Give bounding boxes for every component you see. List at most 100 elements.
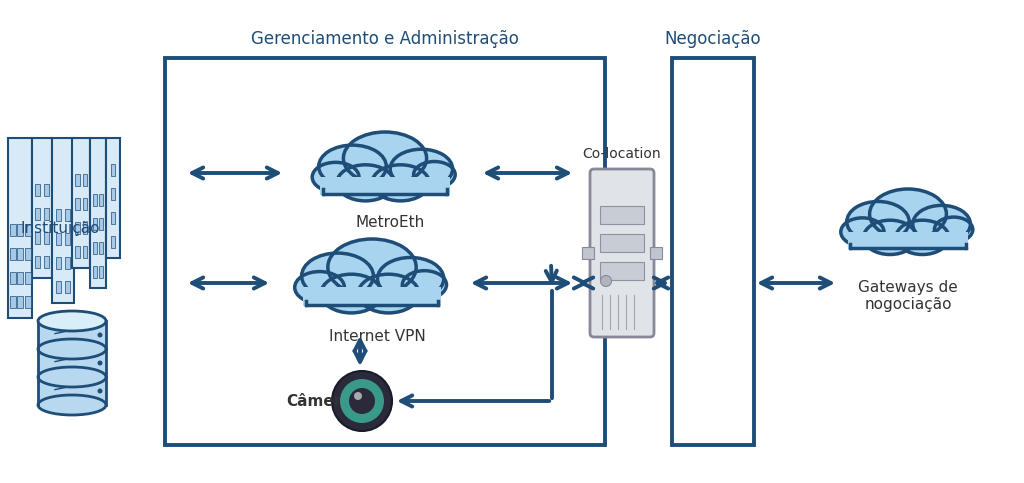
Bar xyxy=(112,212,115,224)
Bar xyxy=(99,242,103,254)
Bar xyxy=(36,184,40,196)
Bar xyxy=(83,246,87,258)
Bar xyxy=(44,184,49,196)
Circle shape xyxy=(97,388,102,394)
Bar xyxy=(83,222,87,234)
Ellipse shape xyxy=(402,270,446,299)
Bar xyxy=(9,272,15,284)
Ellipse shape xyxy=(302,253,374,299)
Bar xyxy=(650,247,662,259)
Ellipse shape xyxy=(896,220,949,255)
Ellipse shape xyxy=(38,311,106,331)
Bar xyxy=(9,224,15,236)
Bar xyxy=(848,231,968,249)
Bar xyxy=(25,248,31,260)
Ellipse shape xyxy=(321,274,382,313)
Bar xyxy=(9,296,15,308)
Bar xyxy=(65,257,71,269)
Ellipse shape xyxy=(343,132,427,185)
Bar xyxy=(75,198,80,210)
Text: Negociação: Negociação xyxy=(665,30,761,48)
Bar xyxy=(9,248,15,260)
Ellipse shape xyxy=(38,395,106,415)
Text: Internet VPN: Internet VPN xyxy=(329,329,425,344)
Bar xyxy=(38,321,106,349)
Ellipse shape xyxy=(358,274,419,313)
Text: Gateways de
nogociação: Gateways de nogociação xyxy=(858,280,957,313)
Bar xyxy=(83,174,87,186)
Circle shape xyxy=(97,360,102,366)
Circle shape xyxy=(354,392,362,400)
Circle shape xyxy=(97,332,102,338)
Bar xyxy=(600,262,644,280)
Ellipse shape xyxy=(38,367,106,387)
Bar xyxy=(90,138,106,288)
Ellipse shape xyxy=(841,218,884,246)
Bar xyxy=(92,218,96,230)
Bar xyxy=(17,272,23,284)
Ellipse shape xyxy=(847,201,909,242)
Bar xyxy=(319,177,450,195)
Bar xyxy=(52,138,74,303)
Bar xyxy=(600,234,644,252)
Ellipse shape xyxy=(414,161,456,188)
Ellipse shape xyxy=(312,162,359,192)
Bar xyxy=(72,138,90,268)
Bar xyxy=(32,138,52,278)
Ellipse shape xyxy=(38,339,106,359)
Bar xyxy=(38,349,106,377)
Bar xyxy=(99,218,103,230)
Bar xyxy=(92,194,96,206)
Bar xyxy=(55,281,61,293)
Bar xyxy=(92,242,96,254)
Bar xyxy=(36,256,40,268)
Bar xyxy=(55,233,61,245)
Ellipse shape xyxy=(934,217,973,242)
Ellipse shape xyxy=(869,189,946,239)
Bar xyxy=(303,287,441,306)
Bar xyxy=(44,256,49,268)
Bar xyxy=(83,198,87,210)
Ellipse shape xyxy=(372,165,429,201)
Bar xyxy=(75,174,80,186)
Bar xyxy=(38,377,106,405)
Ellipse shape xyxy=(318,145,386,188)
Circle shape xyxy=(332,371,392,431)
Ellipse shape xyxy=(912,205,971,243)
Ellipse shape xyxy=(337,165,394,201)
Text: Gerenciamento e Administração: Gerenciamento e Administração xyxy=(251,30,519,48)
Bar xyxy=(75,246,80,258)
Circle shape xyxy=(349,388,375,414)
Ellipse shape xyxy=(328,239,416,295)
Bar xyxy=(44,208,49,220)
Bar xyxy=(17,224,23,236)
Bar xyxy=(25,272,31,284)
Bar xyxy=(75,222,80,234)
Circle shape xyxy=(600,275,611,286)
Ellipse shape xyxy=(378,257,443,300)
Bar xyxy=(17,248,23,260)
Bar xyxy=(99,194,103,206)
Bar xyxy=(600,206,644,224)
Bar xyxy=(8,138,32,318)
Bar xyxy=(36,232,40,244)
Bar xyxy=(112,236,115,248)
Bar xyxy=(65,281,71,293)
Bar xyxy=(25,224,31,236)
Text: MetroEth: MetroEth xyxy=(355,215,425,230)
Bar xyxy=(112,164,115,176)
Bar xyxy=(65,209,71,221)
Ellipse shape xyxy=(390,149,453,188)
Bar xyxy=(25,296,31,308)
Circle shape xyxy=(340,379,384,423)
Bar xyxy=(99,266,103,278)
FancyBboxPatch shape xyxy=(590,169,654,337)
Bar xyxy=(17,296,23,308)
Bar xyxy=(165,58,605,445)
Bar xyxy=(55,209,61,221)
Bar xyxy=(65,233,71,245)
Bar xyxy=(44,232,49,244)
Bar xyxy=(55,257,61,269)
Bar xyxy=(92,266,96,278)
Ellipse shape xyxy=(295,271,344,303)
